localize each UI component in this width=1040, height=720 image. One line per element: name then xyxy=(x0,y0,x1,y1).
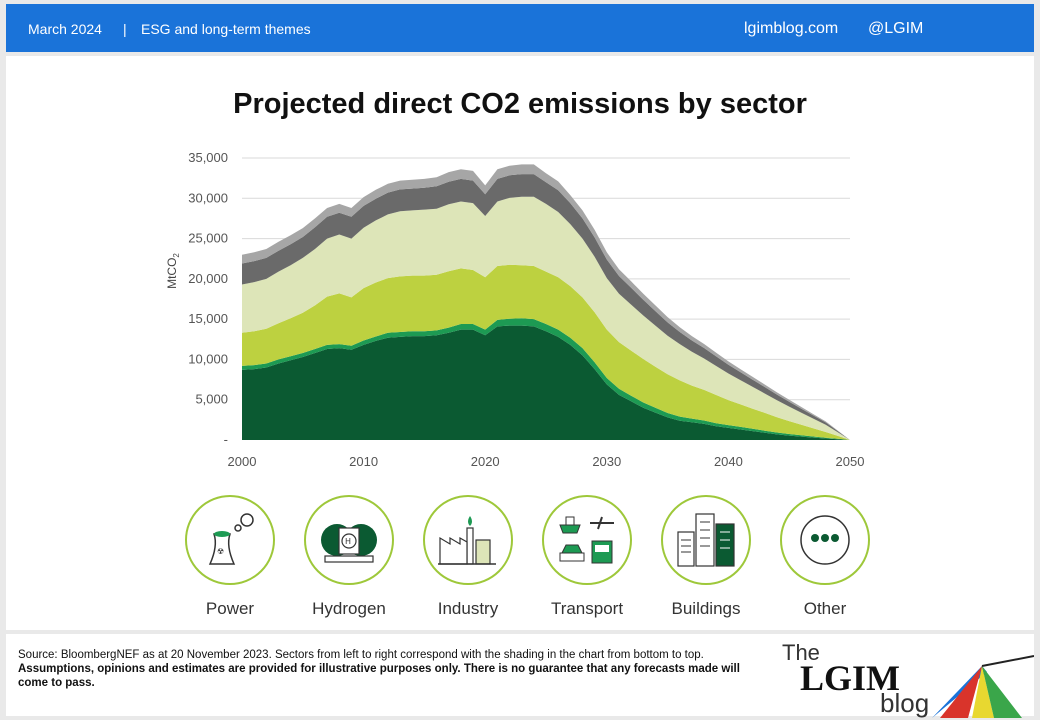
y-tick-label: 5,000 xyxy=(195,392,228,407)
x-tick-label: 2030 xyxy=(592,454,621,469)
sector-transport: Transport xyxy=(527,495,647,619)
y-axis-label: MtCO2 xyxy=(165,253,181,289)
svg-text:H: H xyxy=(345,537,351,546)
power-plant-icon: ☢ xyxy=(185,495,275,585)
footer: Source: BloombergNEF as at 20 November 2… xyxy=(6,634,1034,716)
stacked-area-chart: - 5,000 10,000 15,000 20,000 25,000 30,000 35,0… xyxy=(165,150,865,469)
sector-hydrogen: H Hydrogen xyxy=(289,495,409,619)
sector-buildings: Buildings xyxy=(646,495,766,619)
umbrella-icon xyxy=(932,655,1034,718)
sector-power: ☢ Power xyxy=(170,495,290,619)
social-handle-link[interactable]: @LGIM xyxy=(868,20,924,37)
y-tick-label: 10,000 xyxy=(188,351,228,366)
source-note: Source: BloombergNEF as at 20 November 2… xyxy=(18,649,704,661)
header-separator: | xyxy=(123,21,127,37)
publication-date: March 2024 xyxy=(28,21,102,37)
y-tick-label: - xyxy=(224,432,228,447)
y-tick-label: 25,000 xyxy=(188,231,228,246)
buildings-icon xyxy=(661,495,751,585)
area-series-industry xyxy=(242,264,850,440)
lgim-blog-logo: The LGIM blog xyxy=(782,640,1034,718)
x-tick-label: 2020 xyxy=(471,454,500,469)
top-header-bar: March 2024 | ESG and long-term themes lg… xyxy=(6,4,1034,52)
y-tick-label: 15,000 xyxy=(188,311,228,326)
x-tick-label: 2050 xyxy=(836,454,865,469)
factory-icon xyxy=(423,495,513,585)
sector-label: Industry xyxy=(437,599,499,618)
area-series-power xyxy=(242,325,850,440)
sector-label: Power xyxy=(205,599,255,618)
theme-label: ESG and long-term themes xyxy=(141,21,311,37)
hydrogen-tanks-icon: H xyxy=(304,495,394,585)
svg-text:☢: ☢ xyxy=(217,547,224,556)
chart-areas xyxy=(242,164,850,440)
x-axis-ticks: 2000 2010 2020 2030 2040 2050 xyxy=(228,454,865,469)
disclaimer: Assumptions, opinions and estimates are … xyxy=(18,663,740,689)
area-series-transport xyxy=(242,196,850,440)
y-tick-label: 20,000 xyxy=(188,271,228,286)
logo-text-the: The xyxy=(782,640,820,665)
sector-industry: Industry xyxy=(408,495,528,619)
y-tick-label: 30,000 xyxy=(188,190,228,205)
x-tick-label: 2010 xyxy=(349,454,378,469)
site-link[interactable]: lgimblog.com xyxy=(744,20,839,37)
chart-title: Projected direct CO2 emissions by sector xyxy=(233,88,807,120)
sector-label: Transport xyxy=(550,599,624,618)
transport-icon xyxy=(542,495,632,585)
x-tick-label: 2000 xyxy=(228,454,257,469)
y-tick-label: 35,000 xyxy=(188,150,228,165)
sector-other: Other xyxy=(765,495,885,619)
sector-label: Other xyxy=(803,599,847,618)
y-axis-ticks: - 5,000 10,000 15,000 20,000 25,000 30,000 35,0… xyxy=(188,150,228,447)
sector-label: Buildings xyxy=(671,599,741,618)
logo-text-blog: blog xyxy=(880,688,929,718)
x-tick-label: 2040 xyxy=(714,454,743,469)
sector-icons-row: ☢ Power H Hydrogen xyxy=(0,495,1040,625)
logo-text-lgim: LGIM xyxy=(800,658,900,698)
sector-label: Hydrogen xyxy=(312,599,386,618)
more-dots-icon xyxy=(780,495,870,585)
